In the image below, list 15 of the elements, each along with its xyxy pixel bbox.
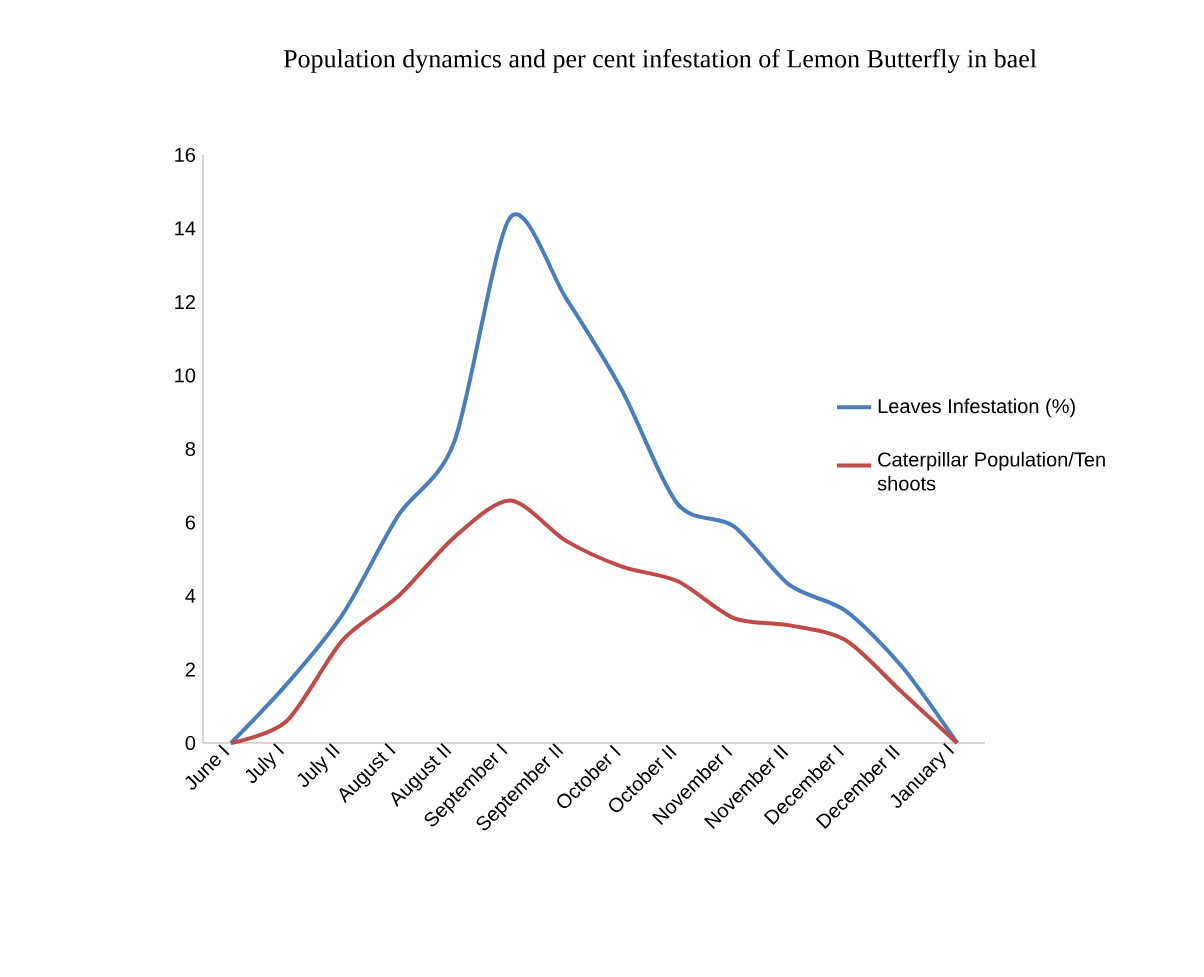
y-tick-label: 12 <box>175 295 195 309</box>
y-tick-label: 6 <box>185 515 196 530</box>
y-tick-label: 16 <box>175 147 196 163</box>
y-tick-label: 14 <box>175 221 196 236</box>
y-tick-label: 4 <box>185 589 196 603</box>
y-tick-label: 0 <box>185 735 196 751</box>
y-tick-label: 2 <box>185 662 195 677</box>
line-series <box>228 498 960 745</box>
x-tick-label: July II <box>297 743 340 787</box>
x-tick-label: July I <box>245 743 285 783</box>
chart-title: Population dynamics and per cent infestation of Lemon Butterfly in bael <box>283 49 1037 73</box>
y-tick-label: 10 <box>175 368 196 383</box>
legend-label: Leaves Infestation (%) <box>878 398 1075 418</box>
legend-label: Caterpillar Population/Ten shoots <box>877 451 1105 491</box>
y-tick-label: 8 <box>185 441 196 457</box>
